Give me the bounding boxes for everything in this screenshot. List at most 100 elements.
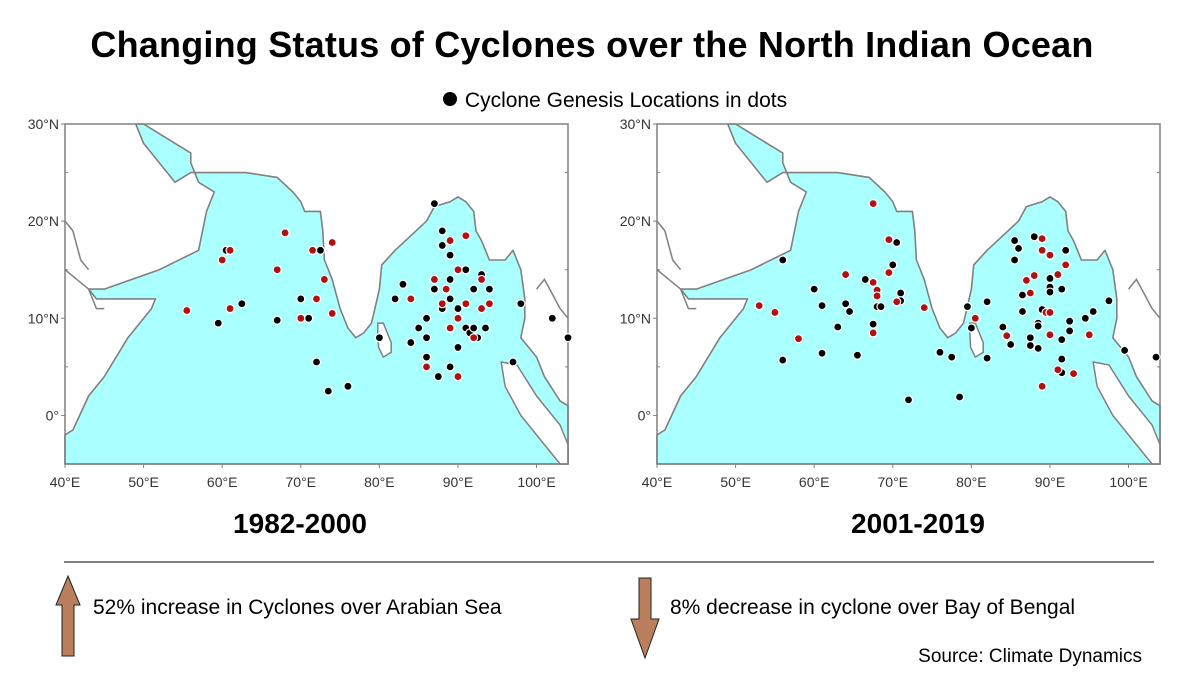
black-dot-icon: [442, 92, 457, 106]
genesis-dot: [390, 294, 400, 304]
genesis-dot: [1080, 313, 1090, 323]
genesis-dot: [1033, 343, 1043, 353]
genesis-dot: [954, 392, 965, 402]
genesis-dot: [445, 362, 455, 372]
source-credit: Source: Climate Dynamics: [918, 646, 1142, 667]
genesis-dot: [1120, 345, 1130, 355]
svg-text:30°N: 30°N: [620, 116, 651, 132]
genesis-dot: [1025, 340, 1035, 351]
genesis-dot: [1065, 326, 1075, 336]
genesis-dot: [982, 353, 992, 363]
genesis-dot: [469, 333, 479, 343]
genesis-dot: [1151, 352, 1161, 362]
genesis-dot: [547, 313, 557, 323]
genesis-dot: [778, 255, 788, 265]
genesis-dot: [311, 357, 322, 367]
genesis-dot: [860, 274, 870, 285]
genesis-dot: [272, 265, 282, 275]
genesis-dot: [1033, 321, 1043, 331]
genesis-dot: [304, 313, 314, 323]
genesis-dot: [1061, 245, 1071, 255]
infographic-title: Changing Status of Cyclones over the Nor…: [90, 24, 1094, 65]
svg-text:20°N: 20°N: [620, 213, 651, 229]
genesis-dot: [998, 322, 1008, 332]
genesis-dot: [935, 347, 945, 357]
genesis-dot: [817, 348, 827, 358]
genesis-dot: [398, 279, 408, 289]
genesis-dot: [1053, 365, 1063, 375]
genesis-dot: [1061, 260, 1071, 270]
genesis-dot: [919, 303, 929, 313]
genesis-dot: [809, 284, 819, 294]
genesis-dot: [947, 352, 957, 362]
genesis-dot: [1045, 273, 1055, 284]
genesis-dot: [1021, 275, 1031, 285]
period-label-2001-2019: 2001-2019: [851, 508, 985, 539]
genesis-dot: [1010, 255, 1020, 265]
genesis-dot: [966, 323, 976, 333]
genesis-dot: [280, 228, 290, 238]
genesis-dot: [445, 274, 455, 285]
genesis-dot: [563, 333, 573, 343]
svg-text:20°N: 20°N: [28, 213, 59, 229]
genesis-dot: [1084, 330, 1094, 340]
genesis-dot: [1010, 235, 1020, 246]
genesis-dot: [429, 274, 439, 285]
genesis-dot: [433, 371, 443, 382]
genesis-dot: [461, 299, 471, 309]
genesis-dot: [754, 301, 764, 311]
genesis-dot: [441, 284, 451, 294]
svg-text:80°E: 80°E: [956, 474, 987, 490]
genesis-dot: [778, 355, 788, 365]
svg-text:50°E: 50°E: [128, 474, 159, 490]
genesis-dot: [445, 294, 455, 304]
genesis-dot: [311, 294, 322, 304]
genesis-dot: [1053, 269, 1063, 280]
genesis-dot: [884, 268, 894, 278]
svg-text:50°E: 50°E: [720, 474, 751, 490]
genesis-dot: [437, 226, 447, 236]
genesis-dot: [1029, 270, 1039, 281]
genesis-dot: [453, 265, 463, 275]
genesis-dot: [217, 255, 227, 265]
genesis-dot: [852, 350, 863, 360]
genesis-dot: [888, 260, 898, 270]
genesis-dot: [1045, 287, 1055, 297]
genesis-dot: [315, 245, 326, 255]
svg-text:0°: 0°: [638, 407, 651, 423]
genesis-dot: [437, 240, 447, 251]
genesis-dot: [1029, 232, 1039, 242]
period-label-1982-2000: 1982-2000: [233, 508, 367, 539]
genesis-dot: [319, 274, 329, 285]
genesis-dot: [1068, 369, 1079, 379]
genesis-dot: [421, 333, 432, 343]
cyclone-map-1982-2000: 30°N 20°N 10°N 0° 40°E 50°E 60°E 70°E 80°E 90°E 10…: [28, 116, 573, 490]
svg-text:100°E: 100°E: [517, 474, 555, 490]
divider: [64, 561, 1154, 563]
svg-text:30°N: 30°N: [28, 116, 59, 132]
genesis-dot: [841, 299, 851, 309]
genesis-dot: [225, 245, 235, 255]
genesis-dot: [892, 237, 902, 248]
genesis-dot: [793, 334, 804, 344]
genesis-dot: [962, 302, 973, 312]
genesis-dot: [1017, 290, 1028, 300]
genesis-dot: [327, 237, 337, 248]
genesis-dot: [182, 305, 192, 316]
genesis-dot: [406, 294, 416, 304]
bay-of-bengal-note: 8% decrease in cyclone over Bay of Benga…: [670, 596, 1076, 619]
genesis-dot: [1025, 288, 1035, 298]
svg-text:40°E: 40°E: [642, 474, 673, 490]
genesis-dot: [296, 294, 306, 304]
genesis-dot: [872, 291, 882, 301]
genesis-dot: [429, 284, 439, 294]
genesis-dot: [476, 274, 487, 285]
genesis-dot: [1037, 245, 1047, 255]
genesis-dot: [374, 333, 384, 343]
genesis-dot: [1037, 234, 1047, 244]
genesis-dot: [437, 299, 447, 309]
genesis-dot: [421, 313, 432, 323]
map-legend: Cyclone Genesis Locations in dots: [0, 89, 1200, 113]
svg-text:40°E: 40°E: [50, 474, 81, 490]
genesis-dot: [1057, 284, 1067, 294]
